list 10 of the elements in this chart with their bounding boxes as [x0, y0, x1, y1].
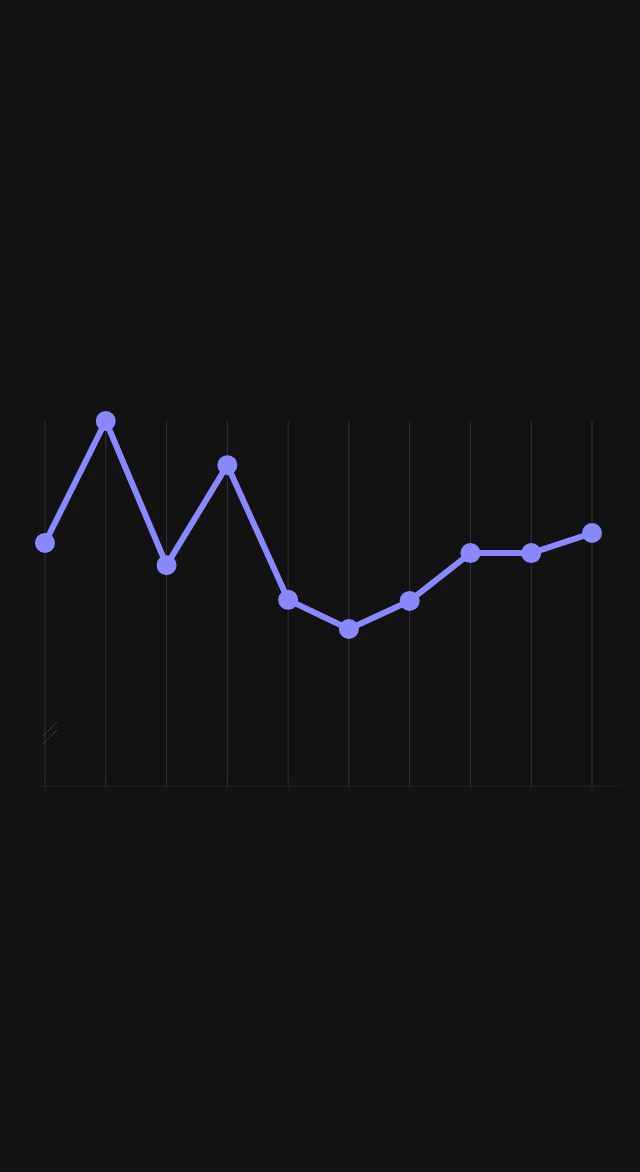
point: [399, 590, 420, 611]
point: [95, 410, 116, 431]
point: [217, 455, 238, 476]
point: [156, 555, 177, 576]
point: [338, 619, 359, 640]
point: [460, 543, 481, 564]
point: [582, 523, 603, 544]
point: [521, 543, 542, 564]
point: [35, 532, 55, 553]
point: [278, 589, 299, 610]
